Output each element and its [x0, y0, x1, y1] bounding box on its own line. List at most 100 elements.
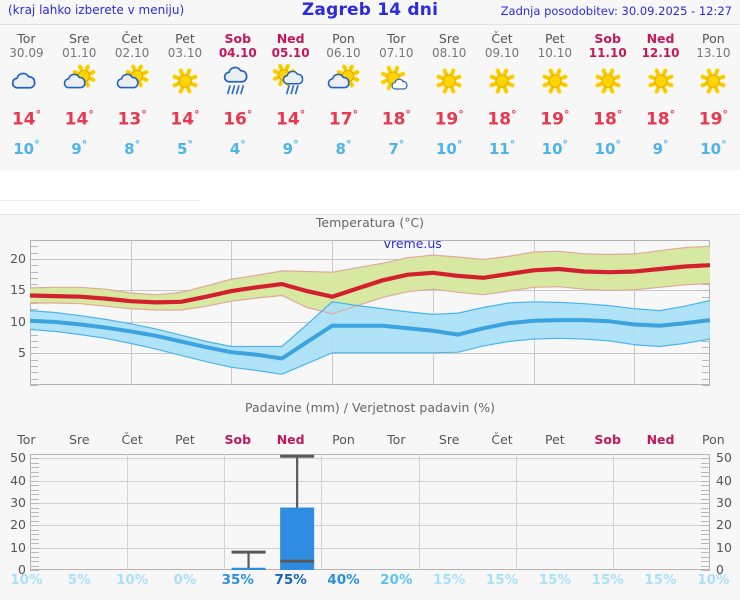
tmin-line: [29, 318, 711, 361]
precipitation-chart-title: Padavine (mm) / Verjetnost padavin (%): [245, 400, 495, 415]
day-header-9[interactable]: Čet 09.10: [476, 25, 529, 60]
tmin-value: 10°: [541, 137, 569, 158]
precip-day-label: Čet: [491, 432, 513, 447]
tmax-value: 13°: [117, 108, 147, 130]
minor-tick: [30, 557, 39, 558]
degree-sign: °: [299, 108, 306, 121]
precipitation-probability-row: 10% 5% 10% 0% 35% 75% 40% 20% 15% 15% 15% 15% 15% 10%: [0, 572, 740, 588]
watermark: vreme.us: [383, 236, 442, 251]
day-tmax-cell-3: 14°: [159, 102, 212, 133]
day-name: Sob: [224, 31, 252, 46]
day-header-1[interactable]: Sre 01.10: [53, 25, 106, 60]
header-bar: (kraj lahko izberete v meniju) Zagreb 14…: [0, 0, 740, 24]
day-tmax-cell-5: 14°: [264, 102, 317, 133]
day-header-12[interactable]: Ned 12.10: [634, 25, 687, 60]
y-axis-label: 10: [10, 313, 26, 329]
day-icon-cell-2: [106, 60, 159, 102]
minor-tick: [701, 499, 710, 500]
minor-tick: [701, 472, 710, 473]
degree-sign: °: [511, 108, 517, 121]
day-date: 07.10: [379, 46, 414, 60]
day-tmin-cell-0: 10°: [0, 133, 53, 161]
sun-cloud-rain-icon: [264, 60, 317, 102]
y-axis-label: 10: [716, 539, 732, 555]
minor-tick: [30, 341, 38, 342]
tmax-value: 17°: [328, 108, 359, 130]
day-tmin-cell-3: 5°: [159, 133, 212, 161]
day-tmin-cell-6: 8°: [317, 133, 370, 161]
precip-day-label: Čet: [121, 432, 143, 447]
y-axis-label: 50: [10, 450, 26, 466]
day-name: Ned: [276, 31, 305, 46]
day-tmin-cell-7: 7°: [370, 133, 423, 161]
day-header-0[interactable]: Tor 30.09: [0, 25, 53, 60]
degree-sign: °: [398, 137, 405, 151]
day-header-4[interactable]: Sob 04.10: [211, 25, 264, 60]
minor-tick: [30, 372, 38, 373]
day-icon-cell-4: [211, 60, 264, 102]
day-header-8[interactable]: Sre 08.10: [423, 25, 476, 60]
minor-tick: [701, 512, 710, 513]
spacer-rule-left: [0, 200, 200, 201]
day-tmax-cell-11: 18°: [581, 102, 634, 133]
gridline-h: [30, 259, 710, 260]
minor-tick: [30, 366, 38, 367]
minor-tick: [701, 570, 710, 571]
minor-tick: [30, 463, 39, 464]
tmin-value: 10°: [594, 137, 621, 158]
minor-tick: [30, 335, 38, 336]
day-header-2[interactable]: Čet 02.10: [106, 25, 159, 60]
day-icon-cell-0: [0, 60, 53, 102]
rain-icon: [211, 60, 264, 102]
minor-tick: [30, 561, 39, 562]
degree-sign: °: [352, 108, 359, 121]
white-spacer: [0, 170, 740, 215]
tmin-value: 5°: [176, 137, 193, 158]
degree-sign: °: [35, 108, 42, 121]
minor-tick: [701, 525, 710, 526]
sunny-icon: [634, 60, 687, 102]
day-header-3[interactable]: Pet 03.10: [159, 25, 212, 60]
tmin-value: 4°: [229, 137, 246, 158]
day-name: Sre: [438, 31, 460, 46]
day-header-6[interactable]: Pon 06.10: [317, 25, 370, 60]
minor-tick: [702, 366, 710, 367]
minor-tick: [701, 548, 710, 549]
minor-tick: [701, 476, 710, 477]
day-header-13[interactable]: Pon 13.10: [687, 25, 740, 60]
tmax-value: 18°: [645, 108, 676, 130]
y-axis-label: 40: [10, 472, 26, 488]
degree-sign: °: [563, 108, 570, 121]
day-header-7[interactable]: Tor 07.10: [370, 25, 423, 60]
precip-day-label: Tor: [17, 432, 36, 447]
degree-sign: °: [721, 137, 727, 151]
minor-tick: [30, 272, 38, 273]
day-name: Pon: [702, 31, 725, 46]
minor-tick: [30, 543, 39, 544]
degree-sign: °: [345, 137, 352, 151]
day-date: 09.10: [484, 46, 520, 60]
minor-tick: [701, 557, 710, 558]
minor-tick: [701, 530, 710, 531]
day-header-5[interactable]: Ned 05.10: [264, 25, 317, 60]
tmin-value: 10°: [435, 137, 463, 158]
day-header-11[interactable]: Sob 11.10: [581, 25, 634, 60]
day-header-10[interactable]: Pet 10.10: [528, 25, 581, 60]
minor-tick: [30, 508, 39, 509]
minor-tick: [30, 259, 38, 260]
degree-sign: °: [405, 108, 411, 121]
day-icon-cell-1: [53, 60, 106, 102]
precip-probability: 15%: [485, 572, 519, 588]
precip-probability: 15%: [591, 572, 624, 588]
temperature-series: [29, 245, 711, 375]
precip-probability: 20%: [380, 572, 413, 588]
day-tmax-cell-12: 18°: [634, 102, 687, 133]
minor-tick: [30, 481, 39, 482]
gridline-h: [30, 503, 710, 504]
day-name: Pet: [545, 31, 565, 46]
tmax-value: 14°: [276, 108, 306, 130]
y-axis-label: 5: [18, 345, 26, 361]
day-icon-cell-7: [370, 60, 423, 102]
day-tmin-cell-4: 4°: [211, 133, 264, 161]
degree-sign: °: [81, 137, 88, 151]
